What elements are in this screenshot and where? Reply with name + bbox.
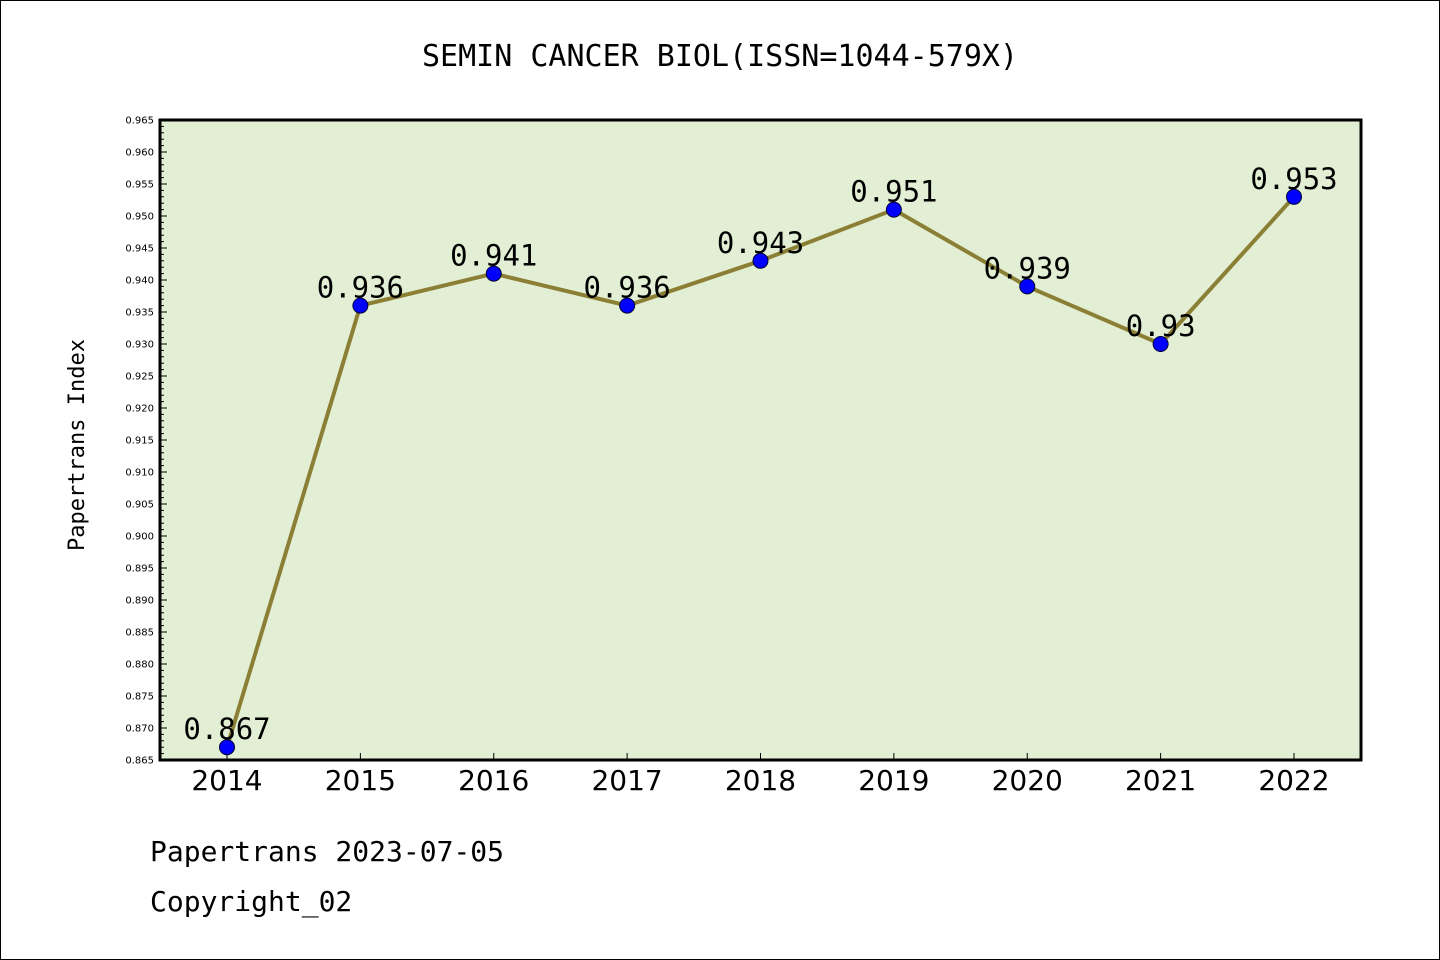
data-point — [1152, 336, 1169, 352]
y-tick-label: 0.865 — [125, 756, 154, 767]
data-label: 0.941 — [450, 239, 537, 273]
y-axis: 0.865 0.870 0.875 0.880 0.885 0.890 0.895 0.900… — [125, 116, 167, 767]
y-tick-label: 0.960 — [125, 148, 154, 159]
x-tick-label: 2019 — [858, 764, 929, 797]
data-label: 0.936 — [317, 271, 404, 305]
plot-border — [158, 118, 1363, 762]
x-tick-label: 2021 — [1125, 764, 1196, 797]
data-point — [619, 297, 636, 314]
y-tick-label: 0.920 — [125, 404, 154, 415]
y-tick-label: 0.880 — [125, 660, 154, 671]
data-point — [219, 739, 235, 756]
data-point — [352, 297, 369, 314]
y-tick-label: 0.890 — [125, 596, 154, 607]
data-point — [752, 252, 769, 269]
footer-line-1: Papertrans 2023-07-05 — [150, 835, 505, 868]
x-tick-label: 2018 — [725, 764, 796, 797]
y-tick-label: 0.870 — [125, 724, 154, 735]
y-tick-label: 0.885 — [125, 628, 154, 639]
x-tick-label: 2015 — [325, 764, 396, 797]
data-point — [1286, 188, 1302, 205]
y-tick-label: 0.900 — [125, 532, 154, 543]
data-label: 0.951 — [850, 175, 937, 209]
x-tick-label: 2017 — [591, 764, 662, 797]
footer-line-2: Copyright_02 — [150, 885, 353, 918]
y-tick-label: 0.935 — [125, 308, 154, 319]
data-point — [485, 265, 502, 282]
y-tick-label: 0.940 — [125, 276, 154, 287]
plot-area — [160, 120, 1361, 760]
y-tick-label: 0.955 — [125, 180, 154, 191]
series: 0.867 0.936 0.941 0.936 0.943 0.951 0.939 0.93 0… — [183, 162, 1338, 756]
x-tick-label: 2016 — [458, 764, 529, 797]
y-tick-label: 0.875 — [125, 692, 154, 703]
x-axis: 2014 2015 2016 2017 2018 2019 2020 2021 2022 — [191, 753, 1330, 797]
data-label: 0.936 — [583, 271, 670, 305]
y-tick-label: 0.945 — [125, 244, 154, 255]
x-tick-label: 2014 — [191, 764, 262, 797]
chart-title: SEMIN CANCER BIOL(ISSN=1044-579X) — [422, 39, 1018, 74]
x-tick-label: 2020 — [992, 764, 1063, 797]
x-tick-label: 2022 — [1258, 764, 1329, 797]
y-tick-label: 0.905 — [125, 500, 154, 511]
y-tick-label: 0.930 — [125, 340, 154, 351]
data-label: 0.953 — [1250, 162, 1337, 196]
y-tick-label: 0.950 — [125, 212, 154, 223]
y-tick-label: 0.925 — [125, 372, 154, 383]
y-tick-label: 0.965 — [125, 116, 154, 127]
data-label: 0.943 — [717, 226, 804, 260]
y-axis-label: Papertrans Index — [65, 339, 90, 551]
data-point — [885, 201, 902, 218]
y-tick-label: 0.910 — [125, 468, 154, 479]
data-label: 0.93 — [1126, 309, 1196, 343]
data-label: 0.939 — [984, 251, 1071, 285]
data-label: 0.867 — [183, 712, 270, 746]
y-tick-label: 0.915 — [125, 436, 154, 447]
data-point — [1019, 278, 1036, 295]
y-tick-label: 0.895 — [125, 564, 154, 575]
